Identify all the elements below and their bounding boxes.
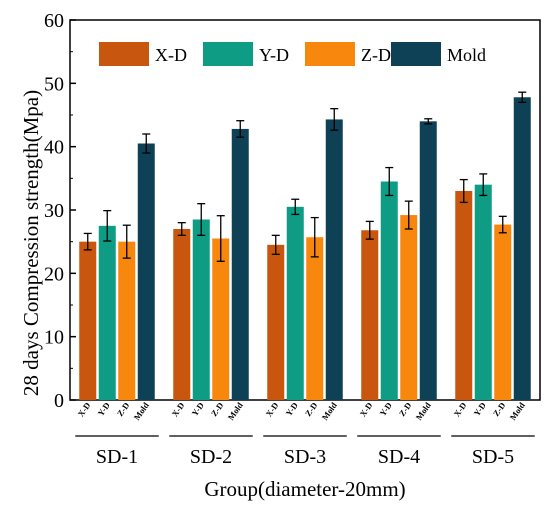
bar bbox=[267, 244, 285, 400]
x-axis-title: Group(diameter-20mm) bbox=[204, 477, 405, 501]
y-axis-title: 28 days Compression strength(Mpa) bbox=[19, 90, 43, 396]
category-label: SD-4 bbox=[378, 446, 420, 468]
bar-sublabel: Mold bbox=[508, 400, 527, 422]
category-label: SD-1 bbox=[96, 446, 138, 468]
bar bbox=[137, 143, 155, 400]
bar bbox=[192, 219, 210, 400]
bar bbox=[513, 97, 531, 401]
bar bbox=[118, 241, 136, 400]
legend-label: Z-D bbox=[361, 45, 391, 65]
bar-sublabel: Y-D bbox=[377, 400, 393, 417]
bar bbox=[419, 121, 437, 400]
category-label: SD-5 bbox=[472, 446, 514, 468]
legend-swatch bbox=[99, 42, 149, 66]
bar bbox=[494, 224, 512, 400]
y-tick-label: 60 bbox=[44, 10, 64, 32]
legend-label: Y-D bbox=[259, 45, 289, 65]
y-tick-label: 30 bbox=[44, 200, 64, 222]
legend-label: Mold bbox=[447, 45, 486, 65]
bar bbox=[380, 181, 398, 400]
bar-sublabel: Z-D bbox=[303, 400, 320, 418]
bar-sublabel: X-D bbox=[170, 400, 187, 418]
bars bbox=[79, 97, 531, 401]
bar-sublabel: Y-D bbox=[95, 400, 111, 417]
bar-sublabel: X-D bbox=[264, 400, 281, 418]
bar-sublabel: Y-D bbox=[189, 400, 205, 417]
y-tick-label: 40 bbox=[44, 137, 64, 159]
bar-sublabel: Z-D bbox=[397, 400, 414, 418]
y-tick-label: 20 bbox=[44, 263, 64, 285]
bar-sublabel: X-D bbox=[358, 400, 375, 418]
bar bbox=[306, 237, 324, 400]
category-label: SD-3 bbox=[284, 446, 326, 468]
bar bbox=[325, 119, 343, 400]
y-tick-label: 10 bbox=[44, 327, 64, 349]
category-label: SD-2 bbox=[190, 446, 232, 468]
bar bbox=[98, 225, 116, 400]
legend-swatch bbox=[391, 42, 441, 66]
bar-sublabel: Mold bbox=[226, 400, 245, 422]
bar-sublabel: Z-D bbox=[115, 400, 132, 418]
legend: X-D Y-D Z-D Mold bbox=[99, 42, 486, 66]
bar-sublabel: X-D bbox=[452, 400, 469, 418]
y-axis: 0 10 20 30 40 50 60 bbox=[44, 10, 76, 412]
bar bbox=[79, 241, 97, 400]
bar bbox=[400, 215, 418, 400]
bar bbox=[474, 184, 492, 400]
bar bbox=[455, 191, 473, 400]
legend-swatch bbox=[305, 42, 355, 66]
bar bbox=[286, 206, 304, 400]
legend-label: X-D bbox=[155, 45, 187, 65]
bar-sublabel: X-D bbox=[76, 400, 93, 418]
y-tick-label: 0 bbox=[54, 390, 64, 412]
bar bbox=[231, 128, 249, 400]
bar-sublabel: Y-D bbox=[283, 400, 299, 417]
y-tick-label: 50 bbox=[44, 73, 64, 95]
bar-sublabel: Mold bbox=[320, 400, 339, 422]
bar bbox=[173, 229, 191, 400]
bar-sublabel: Y-D bbox=[471, 400, 487, 417]
legend-swatch bbox=[203, 42, 253, 66]
error-bars bbox=[83, 91, 527, 262]
bar bbox=[361, 230, 379, 400]
bar-sublabel: Mold bbox=[414, 400, 433, 422]
bar-sublabel: Z-D bbox=[209, 400, 226, 418]
bar-sublabel: Mold bbox=[132, 400, 151, 422]
bar-sublabel: Z-D bbox=[491, 400, 508, 418]
bar bbox=[212, 238, 230, 400]
